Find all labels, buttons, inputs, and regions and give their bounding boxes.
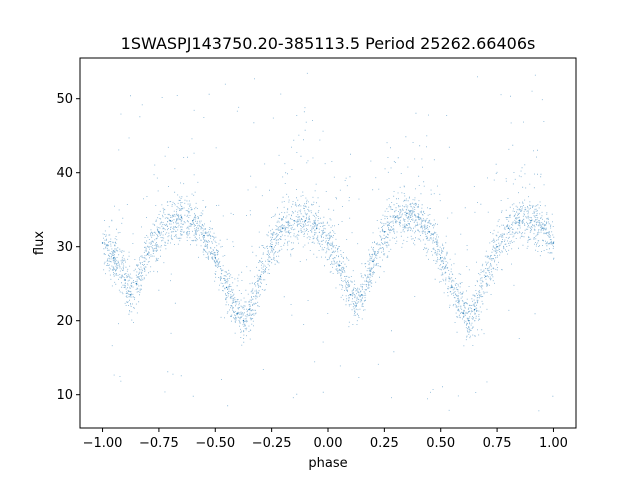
x-axis-label: phase: [308, 456, 347, 471]
data-point: [113, 257, 115, 259]
data-point: [383, 231, 386, 233]
data-point: [214, 257, 216, 259]
data-point: [541, 227, 543, 229]
data-points: [101, 72, 555, 412]
data-point: [530, 220, 532, 222]
data-point: [316, 227, 318, 229]
data-point: [282, 227, 284, 229]
x-tick-label: −0.25: [252, 436, 292, 451]
data-point: [338, 264, 340, 266]
data-point: [192, 220, 194, 222]
data-point: [124, 279, 126, 281]
x-axis: −1.00 −0.75 −0.50 −0.25 0.00 0.25 0.50 0.75 1.00: [83, 428, 568, 451]
data-point: [507, 227, 510, 229]
x-tick-label: −0.75: [139, 436, 179, 451]
data-point: [242, 320, 245, 322]
data-point: [327, 242, 329, 244]
x-tick-label: 0.00: [314, 436, 343, 451]
data-point: [462, 312, 464, 314]
data-point: [496, 246, 498, 248]
x-tick-label: −0.50: [195, 436, 235, 451]
y-tick-label: 40: [56, 166, 73, 181]
data-point: [293, 220, 295, 222]
data-point: [417, 216, 419, 218]
data-point: [468, 320, 470, 322]
x-tick-label: −1.00: [83, 436, 123, 451]
data-point: [406, 212, 408, 215]
data-point: [135, 283, 138, 285]
data-point: [130, 294, 132, 296]
data-point: [101, 242, 104, 244]
data-point: [225, 286, 228, 289]
y-tick-label: 50: [56, 92, 73, 107]
data-point: [440, 257, 442, 259]
y-tick-label: 30: [56, 240, 73, 255]
data-point: [180, 216, 183, 218]
y-axis-label: flux: [32, 231, 47, 255]
data-point: [473, 308, 476, 311]
x-tick-label: 0.25: [370, 436, 399, 451]
data-point: [552, 242, 555, 244]
data-point: [237, 312, 239, 314]
data-point: [270, 246, 273, 248]
data-point: [518, 220, 521, 222]
data-point: [451, 286, 453, 289]
y-tick-label: 10: [56, 388, 73, 403]
data-point: [158, 231, 160, 233]
data-point: [304, 220, 307, 222]
data-point: [146, 253, 149, 255]
data-point: [485, 275, 487, 277]
data-point: [361, 294, 363, 296]
data-point: [248, 308, 250, 311]
data-point: [259, 275, 262, 277]
data-point: [203, 234, 205, 237]
y-axis: 10 20 30 40 50: [56, 92, 80, 403]
x-tick-label: 0.50: [426, 436, 455, 451]
chart-title: 1SWASPJ143750.20-385113.5 Period 25262.6…: [121, 34, 536, 53]
x-tick-label: 0.75: [483, 436, 512, 451]
data-point: [372, 260, 374, 263]
data-point: [349, 294, 352, 296]
x-tick-label: 1.00: [539, 436, 568, 451]
data-point: [428, 231, 431, 233]
data-point: [355, 305, 357, 307]
y-tick-label: 20: [56, 314, 73, 329]
data-point: [394, 216, 397, 218]
data-point: [169, 220, 171, 222]
